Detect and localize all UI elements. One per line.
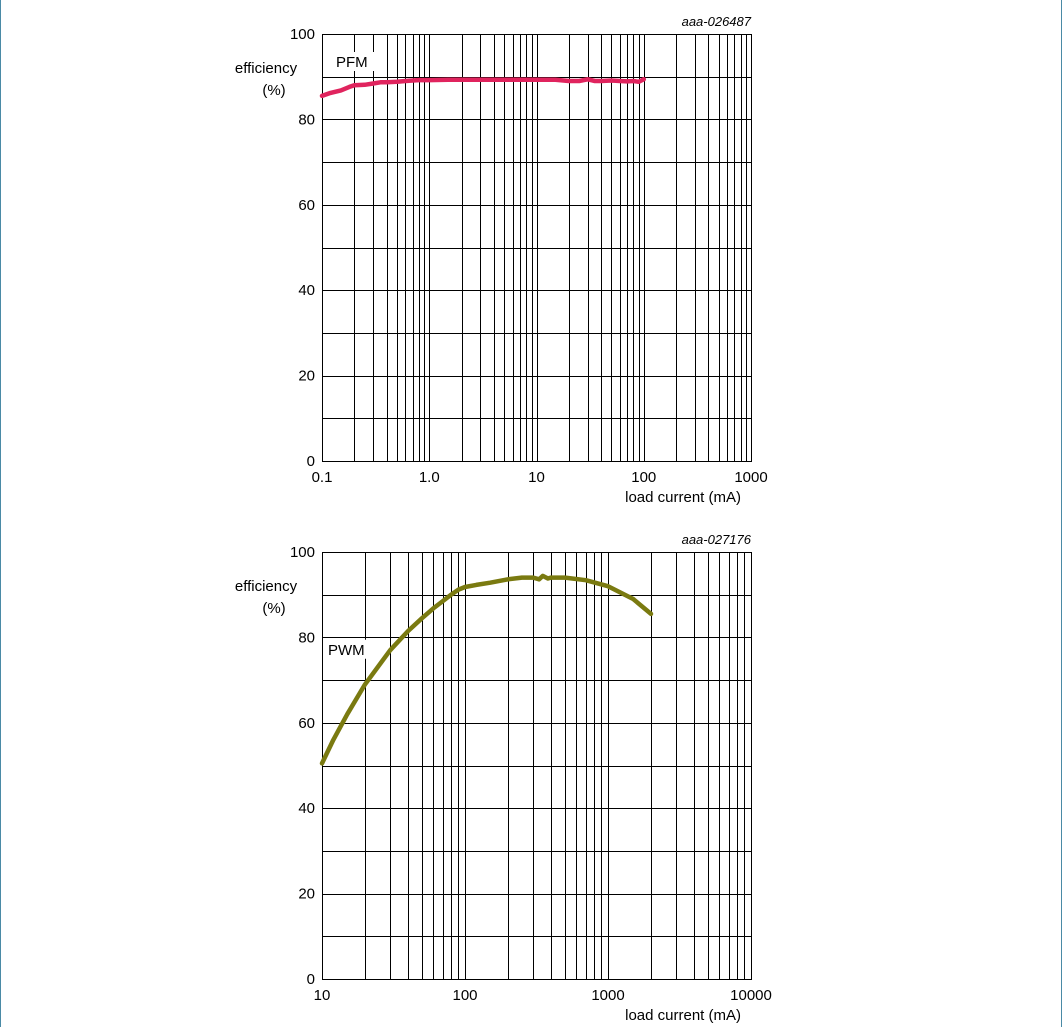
y-tick-label: 100: [290, 544, 315, 561]
figure-code: aaа-026487: [682, 14, 752, 29]
y-tick-label: 20: [298, 368, 315, 385]
x-tick-label: 10: [314, 987, 331, 1004]
x-tick-label: 1.0: [419, 469, 440, 486]
x-tick-label: 1000: [734, 469, 767, 486]
plot-border: [321, 33, 753, 463]
x-axis-label: load current (mA): [625, 1007, 741, 1024]
y-tick-label: 40: [298, 800, 315, 817]
pwm-chart: 0 20 40 60 80 100 10 100 1000 10000 efficiency (%) l…: [235, 532, 772, 1024]
y-tick-label: 0: [307, 971, 315, 988]
x-tick-label: 100: [631, 469, 656, 486]
x-tick-label: 100: [452, 987, 477, 1004]
series-label: PWM: [328, 642, 365, 659]
y-tick-label: 100: [290, 26, 315, 43]
y-axis-label-line: efficiency: [235, 578, 298, 595]
y-tick-label: 60: [298, 715, 315, 732]
y-axis-label: efficiency (%): [235, 60, 298, 99]
x-axis-label: load current (mA): [625, 489, 741, 506]
pfm-chart: 0 20 40 60 80 100 0.1 1.0 10 100 1000 efficiency (%)…: [235, 14, 768, 506]
y-tick-label: 20: [298, 886, 315, 903]
x-tick-label: 0.1: [312, 469, 333, 486]
pfm-chart-grid: [322, 34, 751, 461]
y-axis-label: efficiency (%): [235, 578, 298, 617]
y-tick-label: 80: [298, 111, 315, 128]
x-tick-label: 10000: [730, 987, 772, 1004]
y-tick-label: 60: [298, 197, 315, 214]
y-tick-label: 0: [307, 453, 315, 470]
series-label: PFM: [336, 54, 368, 71]
y-tick-label: 40: [298, 282, 315, 299]
plot-border: [321, 551, 753, 981]
y-axis-label-line: efficiency: [235, 60, 298, 77]
series-line-pfm: [319, 77, 647, 99]
series-label-bg: [333, 52, 377, 71]
x-tick-label: 1000: [591, 987, 624, 1004]
y-axis-label-line: (%): [262, 600, 285, 617]
y-axis-label-line: (%): [262, 82, 285, 99]
x-tick-label: 10: [528, 469, 545, 486]
series-label-bg: [325, 639, 369, 659]
series-line-pwm: [319, 573, 654, 766]
y-tick-label: 80: [298, 629, 315, 646]
figure-code: aaa-027176: [682, 532, 752, 547]
pwm-chart-grid: [322, 552, 751, 979]
